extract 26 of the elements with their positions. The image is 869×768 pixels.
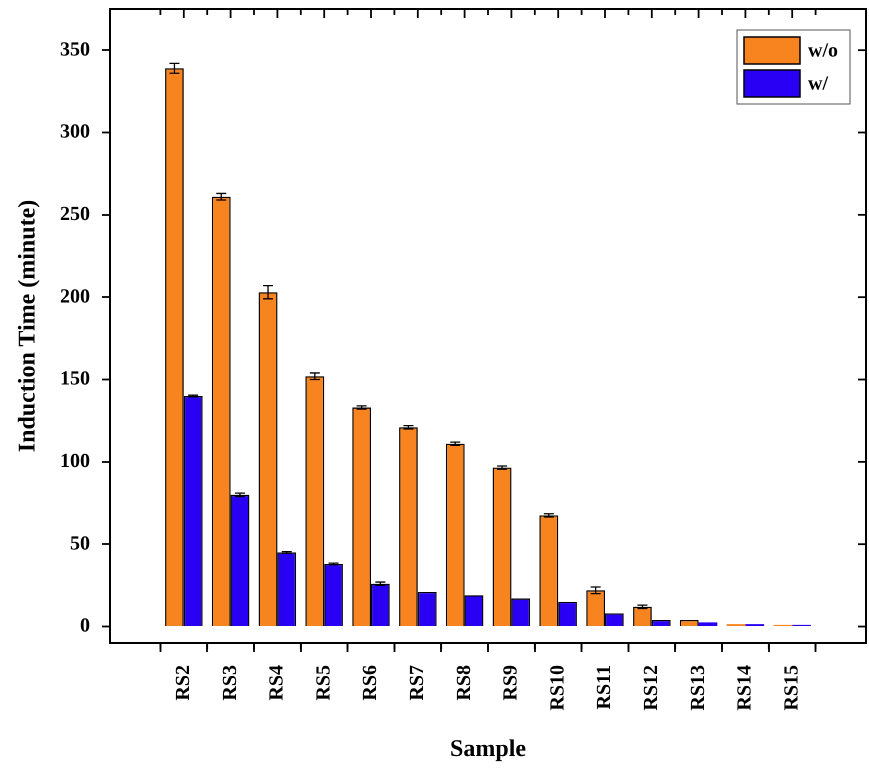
x-axis-title: Sample	[450, 736, 526, 762]
x-tick-label: RS13	[686, 665, 709, 711]
x-tick-label: RS4	[266, 665, 288, 701]
x-tick-label: RS2	[172, 665, 194, 701]
x-tick-label: RS12	[640, 665, 662, 711]
y-tick-label: 350	[60, 38, 90, 60]
y-tick-label: 0	[80, 614, 90, 637]
x-tick-label: RS5	[312, 665, 334, 701]
x-tick-label: RS15	[780, 665, 802, 711]
y-tick-label: 250	[60, 203, 90, 226]
y-tick-label: 300	[60, 120, 90, 143]
legend-label: w/o	[808, 40, 838, 62]
y-axis-title: Induction Time (minute)	[14, 200, 41, 452]
x-tick-label: RS9	[500, 665, 522, 701]
x-tick-label: RS14	[734, 665, 756, 711]
x-tick-label: RS6	[359, 665, 382, 701]
y-tick-label: 50	[70, 532, 90, 554]
legend-label: w/	[808, 72, 828, 95]
x-tick-label: RS8	[452, 665, 475, 701]
y-tick-label: 150	[60, 368, 90, 390]
x-tick-label: RS11	[593, 665, 616, 710]
x-tick-label: RS3	[218, 665, 241, 701]
x-tick-label: RS7	[406, 665, 428, 701]
y-tick-label: 100	[60, 450, 90, 472]
x-tick-label: RS10	[546, 665, 568, 711]
y-tick-label: 200	[60, 285, 90, 308]
